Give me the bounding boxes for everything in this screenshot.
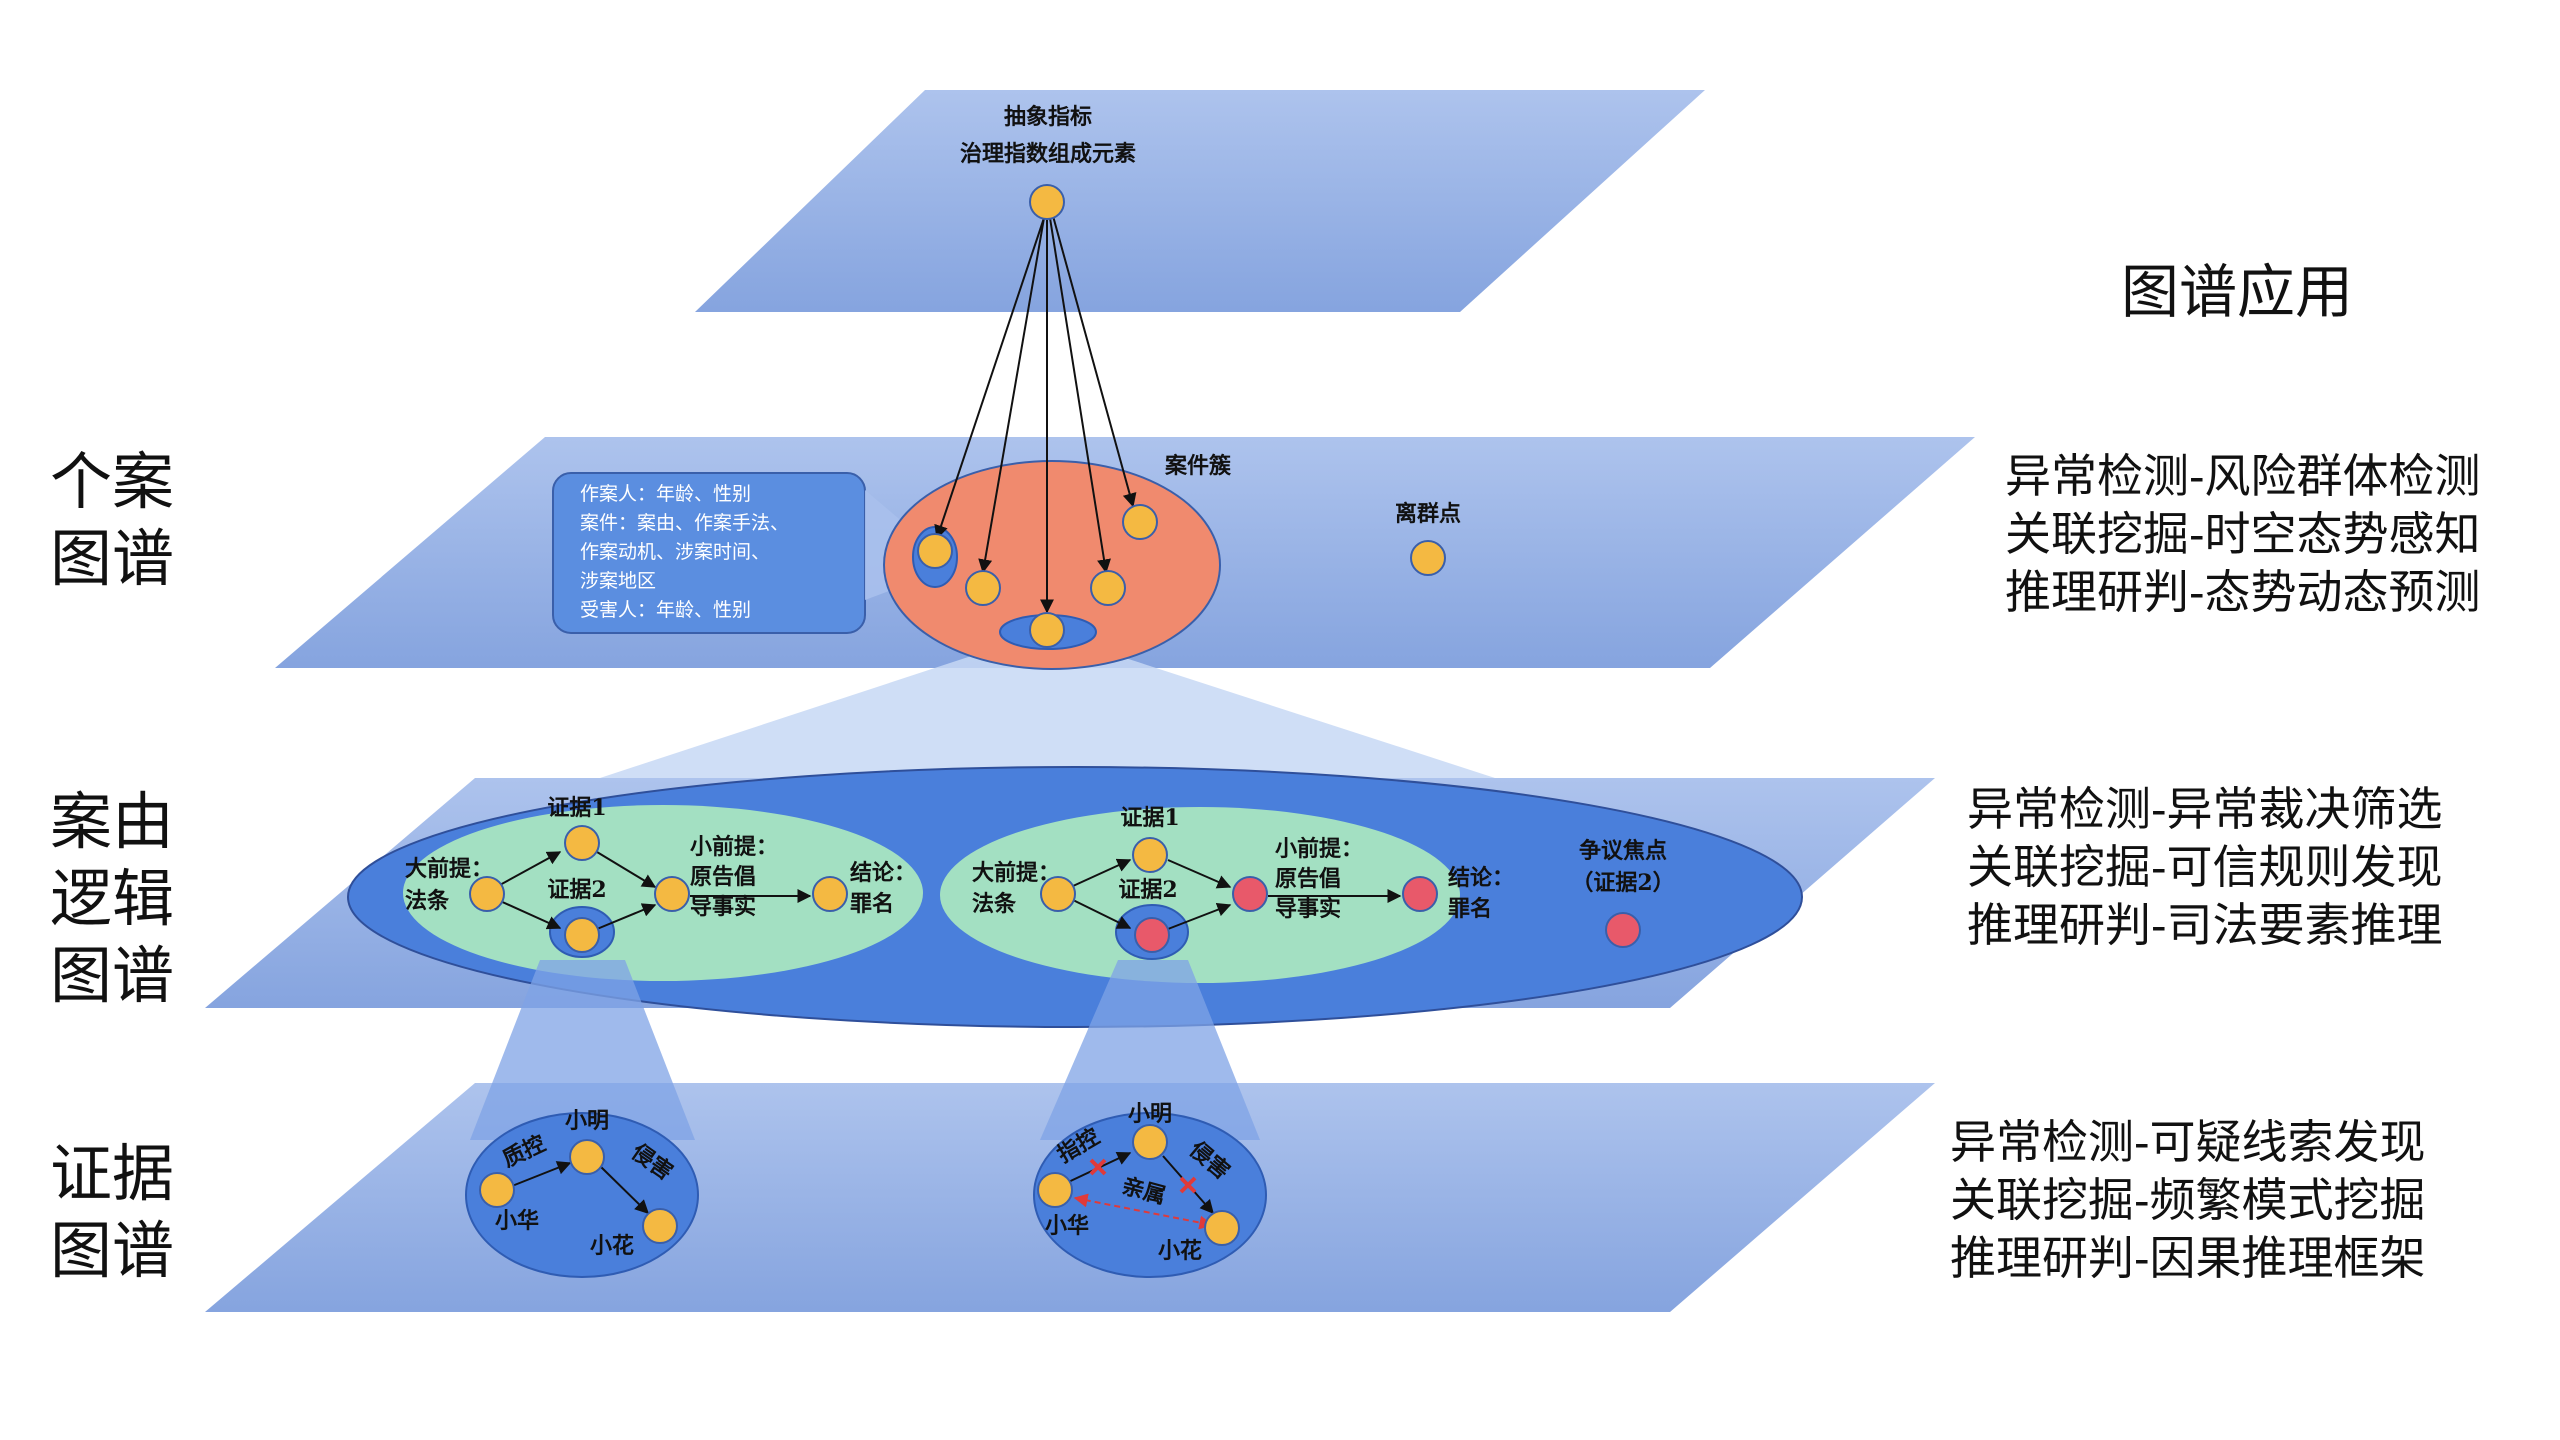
ev-right-c: 小花	[1158, 1238, 1202, 1264]
case-node-5	[1122, 504, 1158, 540]
right-minor-node	[1232, 876, 1268, 912]
right-conclusion-label-2: 罪名	[1448, 896, 1492, 922]
evidence-left-oval	[465, 1112, 699, 1278]
left-evidence2-label: 证据2	[547, 877, 606, 903]
ev-left-node-c	[642, 1208, 678, 1244]
outlier-node	[1410, 540, 1446, 576]
top-layer-line2: 治理指数组成元素	[960, 141, 1136, 167]
top-layer-line1: 抽象指标	[1004, 104, 1092, 130]
left-conclusion-label-1: 结论：	[850, 860, 916, 886]
left-minor-node	[654, 876, 690, 912]
side-logic-1: 案由	[50, 785, 174, 858]
case-info-line-5: 受害人：年龄、性别	[580, 599, 751, 621]
case-node-1	[917, 533, 953, 569]
ev-right-node-a	[1132, 1124, 1168, 1160]
side-case-2: 图谱	[50, 522, 174, 595]
case-node-3	[1029, 612, 1065, 648]
app-case-2: 关联挖掘-时空态势感知	[2005, 507, 2481, 561]
case-info-line-4: 涉案地区	[580, 570, 656, 592]
ev-right-a: 小明	[1128, 1101, 1172, 1127]
case-info-line-2: 案件：案由、作案手法、	[580, 512, 789, 534]
left-major-label-1: 大前提：	[405, 856, 493, 882]
ev-right-cross-marks	[1089, 1158, 1197, 1194]
ev-left-a: 小明	[565, 1108, 609, 1134]
app-evidence-1: 异常检测-可疑线索发现	[1950, 1115, 2426, 1169]
ev-right-node-b	[1037, 1172, 1073, 1208]
ev-right-b: 小华	[1045, 1213, 1089, 1239]
ev-right-node-c	[1204, 1210, 1240, 1246]
app-logic-3: 推理研判-司法要素推理	[1967, 898, 2443, 952]
right-evidence1-label: 证据1	[1120, 805, 1179, 831]
top-index-node	[1029, 184, 1065, 220]
ev-left-b: 小华	[495, 1208, 539, 1234]
dispute-label-2: （证据2）	[1571, 870, 1674, 896]
right-major-node	[1040, 876, 1076, 912]
app-logic-1: 异常检测-异常裁决筛选	[1967, 782, 2443, 836]
right-minor-label-3: 导事实	[1275, 896, 1341, 922]
right-minor-label-2: 原告倡	[1275, 866, 1341, 892]
graph-nodes	[469, 184, 1641, 1246]
right-conclusion-node	[1402, 876, 1438, 912]
left-conclusion-node	[812, 876, 848, 912]
app-evidence-2: 关联挖掘-频繁模式挖掘	[1950, 1173, 2426, 1227]
logic-to-evidence-cone-right	[1040, 960, 1260, 1140]
side-case-1: 个案	[50, 445, 174, 518]
app-evidence-3: 推理研判-因果推理框架	[1950, 1231, 2426, 1285]
side-logic-3: 图谱	[50, 939, 174, 1012]
side-evidence-1: 证据	[50, 1137, 174, 1210]
ev-right-relation	[1073, 1193, 1214, 1230]
right-conclusion-label-1: 结论：	[1448, 865, 1514, 891]
right-evidence2-label: 证据2	[1118, 877, 1177, 903]
logic-right-oval	[940, 807, 1460, 983]
left-minor-label-1: 小前提：	[690, 834, 778, 860]
ev-left-arrows	[511, 1161, 650, 1214]
left-minor-label-2: 原告倡	[690, 864, 756, 890]
dispute-node	[1605, 912, 1641, 948]
diagram-title: 图谱应用	[2121, 258, 2353, 326]
app-case-1: 异常检测-风险群体检测	[2005, 449, 2481, 503]
right-logic-arrows	[1072, 858, 1402, 930]
case-node-4	[1090, 570, 1126, 606]
left-evidence1-label: 证据1	[547, 795, 606, 821]
left-major-node	[469, 876, 505, 912]
outlier-label: 离群点	[1395, 501, 1461, 527]
right-evidence1-node	[1132, 837, 1168, 873]
top-to-case-arrows	[934, 215, 1137, 614]
left-evidence1-node	[564, 825, 600, 861]
ev-left-node-b	[479, 1172, 515, 1208]
left-minor-label-3: 导事实	[690, 894, 756, 920]
right-minor-label-1: 小前提：	[1275, 836, 1363, 862]
ev-left-node-a	[569, 1139, 605, 1175]
right-evidence2-node	[1134, 917, 1170, 953]
case-to-logic-projection	[600, 640, 1495, 778]
dispute-label-1: 争议焦点	[1579, 838, 1667, 864]
app-logic-2: 关联挖掘-可信规则发现	[1967, 840, 2443, 894]
case-node-2	[965, 570, 1001, 606]
case-cluster-label: 案件簇	[1164, 453, 1232, 479]
side-logic-2: 逻辑	[50, 862, 174, 935]
app-case-3: 推理研判-态势动态预测	[2005, 565, 2481, 619]
left-logic-arrows	[497, 851, 812, 930]
left-conclusion-label-2: 罪名	[850, 891, 894, 917]
case-info-line-1: 作案人：年龄、性别	[580, 483, 751, 505]
left-major-label-2: 法条	[405, 888, 450, 914]
left-evidence2-node	[564, 917, 600, 953]
side-evidence-2: 图谱	[50, 1214, 174, 1287]
ev-left-c: 小花	[590, 1233, 634, 1259]
top-plane	[695, 90, 1705, 312]
right-major-label-2: 法条	[972, 891, 1017, 917]
logic-to-evidence-cone-left	[470, 960, 695, 1140]
case-info-line-3: 作案动机、涉案时间、	[580, 541, 770, 563]
